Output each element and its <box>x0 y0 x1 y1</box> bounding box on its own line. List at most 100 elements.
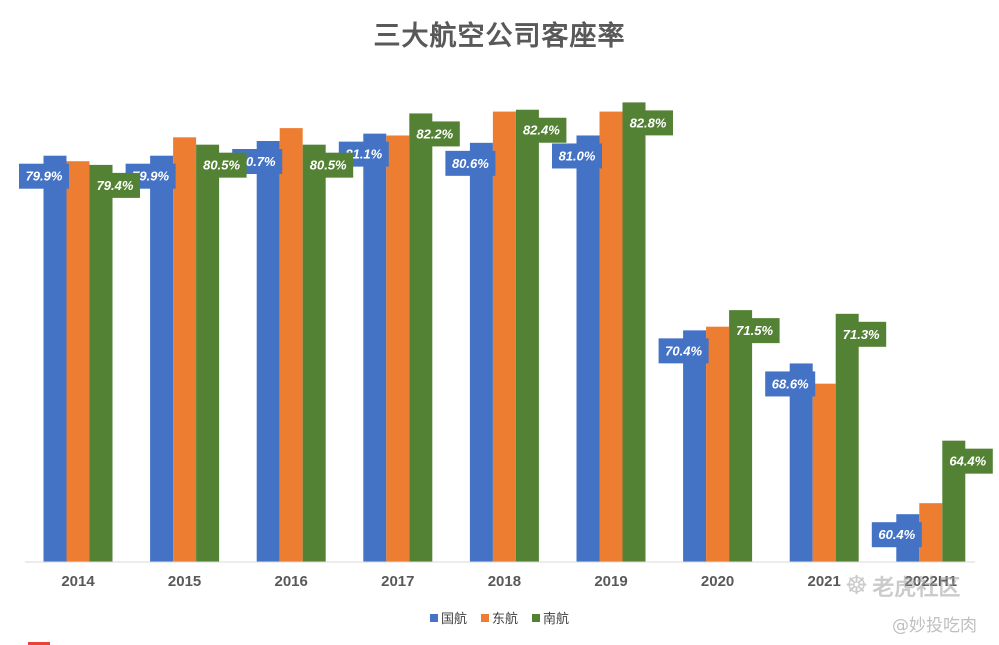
data-label-text: 80.6% <box>452 156 489 171</box>
data-label-box <box>942 448 993 474</box>
chart-title: 三大航空公司客座率 <box>373 21 626 52</box>
data-label-box <box>19 163 69 189</box>
data-label-text: 82.2% <box>416 126 453 141</box>
data-label-box <box>90 172 140 198</box>
tiger-paw-icon: ☸ <box>845 571 869 601</box>
data-label-text: 81.0% <box>559 148 596 163</box>
x-tick-label-2016: 2016 <box>275 573 308 590</box>
bar-china-eastern-2022h1 <box>919 503 943 562</box>
data-label-china-southern-2015: 80.5% <box>196 152 247 178</box>
bar-china-southern-2016 <box>302 144 326 562</box>
data-label-air-china-2021: 68.6% <box>765 371 816 397</box>
data-label-text: 64.4% <box>949 454 986 469</box>
data-label-text: 82.4% <box>523 123 560 138</box>
bar-china-eastern-2016 <box>279 128 303 562</box>
bar-air-china-2014 <box>43 155 67 562</box>
legend-swatch-china-southern <box>532 613 540 622</box>
bar-china-eastern-2017 <box>386 135 410 562</box>
bar-air-china-2018 <box>469 142 493 563</box>
x-tick-label-2014: 2014 <box>61 573 95 590</box>
bar-china-eastern-2019 <box>599 111 623 563</box>
data-label-text: 79.9% <box>26 169 63 184</box>
data-label-text: 80.5% <box>310 158 347 173</box>
bar-air-china-2020 <box>683 330 707 562</box>
data-label-air-china-2020: 70.4% <box>658 338 709 364</box>
bar-air-china-2021 <box>789 363 813 562</box>
data-label-box <box>303 152 354 178</box>
data-label-china-southern-2021: 71.3% <box>836 321 887 347</box>
bar-china-eastern-2018 <box>492 111 516 563</box>
data-label-box <box>871 522 922 548</box>
data-label-china-southern-2014: 79.4% <box>90 172 140 198</box>
bar-china-southern-2014 <box>89 164 113 562</box>
data-label-air-china-2022h1: 60.4% <box>871 522 922 548</box>
data-label-china-southern-2020: 71.5% <box>729 318 780 344</box>
bar-air-china-2017 <box>363 133 387 562</box>
data-label-box <box>445 150 496 176</box>
data-label-text: 71.5% <box>736 323 773 338</box>
bar-air-china-2019 <box>576 135 600 562</box>
data-label-text: 70.4% <box>665 343 702 358</box>
corner-red-mark <box>28 642 50 645</box>
data-label-box <box>552 143 602 169</box>
data-label-text: 71.3% <box>843 327 880 342</box>
bar-china-eastern-2021 <box>812 383 836 562</box>
data-label-air-china-2014: 79.9% <box>19 163 69 189</box>
bar-china-southern-2018 <box>515 109 539 562</box>
data-label-china-southern-2018: 82.4% <box>516 117 567 143</box>
legend-item-china-eastern: 东航 <box>480 608 518 627</box>
x-tick-label-2017: 2017 <box>381 573 414 590</box>
data-label-text: 79.4% <box>97 178 134 193</box>
legend-label-air-china: 国航 <box>440 612 467 627</box>
data-label-text: 60.4% <box>878 527 915 542</box>
legend-item-china-southern: 南航 <box>532 608 569 627</box>
bar-air-china-2015 <box>150 155 174 562</box>
data-label-air-china-2017: 81.1% <box>338 141 389 167</box>
legend-swatch-china-eastern <box>480 613 489 622</box>
data-label-box <box>196 152 247 178</box>
data-label-china-southern-2016: 80.5% <box>303 152 354 178</box>
watermark-brand-text: 老虎社区 <box>872 576 961 601</box>
data-label-china-southern-2019: 82.8% <box>623 110 673 136</box>
data-label-box <box>409 121 460 147</box>
data-label-text: 80.7% <box>239 154 276 169</box>
x-tick-label-2019: 2019 <box>594 573 627 590</box>
data-label-air-china-2018: 80.6% <box>445 150 496 176</box>
data-label-box <box>729 318 780 344</box>
bar-china-eastern-2020 <box>706 326 730 562</box>
data-label-box <box>836 321 887 347</box>
x-tick-label-2020: 2020 <box>701 573 734 590</box>
data-label-air-china-2019: 81.0% <box>552 143 602 169</box>
bar-china-southern-2020 <box>729 310 753 562</box>
data-label-text: 68.6% <box>772 376 809 391</box>
data-label-box <box>623 110 673 136</box>
watermark-handle: @妙投吃肉 <box>892 616 977 636</box>
bar-china-eastern-2014 <box>66 161 90 562</box>
data-label-box <box>516 117 567 143</box>
bar-china-southern-2019 <box>622 102 646 562</box>
bar-china-eastern-2015 <box>173 137 197 563</box>
data-label-box <box>658 338 709 364</box>
x-tick-label-2018: 2018 <box>488 573 521 590</box>
legend-label-china-eastern: 东航 <box>491 612 518 627</box>
bar-china-southern-2015 <box>196 144 220 562</box>
bar-air-china-2016 <box>256 140 280 562</box>
data-label-text: 82.8% <box>630 115 667 130</box>
x-tick-label-2021: 2021 <box>808 573 841 590</box>
data-label-text: 79.9% <box>132 169 169 184</box>
legend-item-air-china: 国航 <box>429 608 467 627</box>
legend-swatch-air-china <box>429 613 438 622</box>
data-label-box <box>765 371 816 397</box>
data-label-china-southern-2022h1: 64.4% <box>942 448 993 474</box>
data-label-text: 80.5% <box>203 158 240 173</box>
x-tick-label-2022h1: 2022H1 <box>905 573 958 590</box>
legend-label-china-southern: 南航 <box>543 612 570 627</box>
data-label-text: 81.1% <box>345 147 382 162</box>
bar-china-southern-2017 <box>409 113 433 563</box>
watermark-brand: ☸ 老虎社区 <box>845 570 960 602</box>
bar-china-southern-2021 <box>835 313 859 562</box>
data-label-china-southern-2017: 82.2% <box>409 121 460 147</box>
x-tick-label-2015: 2015 <box>168 573 201 590</box>
legend: 国航 东航 南航 <box>0 608 999 627</box>
